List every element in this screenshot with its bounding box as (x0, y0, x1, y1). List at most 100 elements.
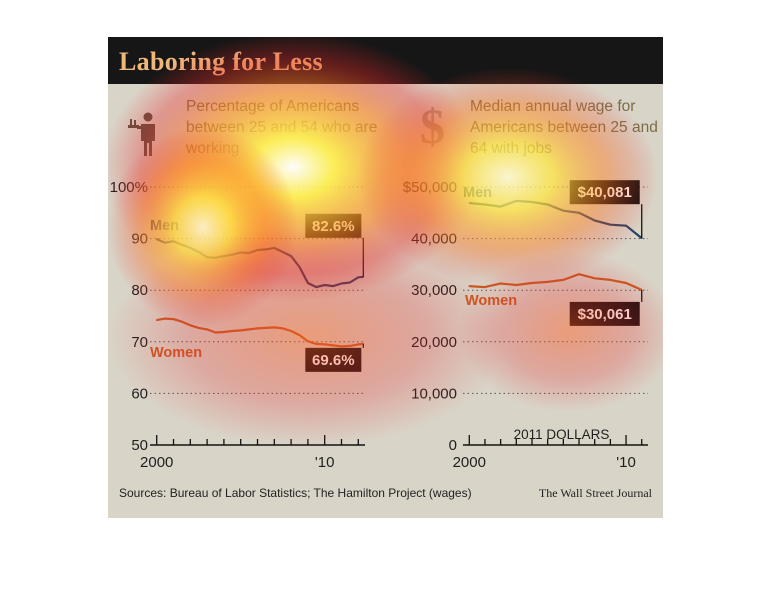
credit-line: The Wall Street Journal (538, 486, 652, 500)
data-point-men (515, 200, 518, 202)
data-point-men (223, 255, 225, 257)
data-point-women (562, 279, 565, 281)
data-point-men (468, 202, 471, 204)
data-point-women (223, 331, 225, 333)
data-point-women (307, 340, 309, 343)
data-point-men (281, 251, 284, 253)
data-point-men (340, 282, 343, 285)
data-point-men (332, 285, 334, 287)
data-point-men (323, 284, 326, 286)
data-point-men (593, 219, 596, 222)
data-point-women (248, 328, 250, 331)
data-point-men (189, 247, 192, 249)
data-point-men (214, 256, 217, 259)
data-point-women (172, 318, 175, 320)
callout-value-women: $30,061 (578, 306, 632, 323)
data-point-women (281, 327, 284, 330)
data-point-men (484, 203, 486, 206)
data-point-women (265, 327, 267, 329)
data-point-women (357, 343, 360, 346)
data-point-women (625, 282, 627, 284)
data-point-women (256, 327, 259, 330)
data-point-men (172, 240, 175, 242)
data-point-women (214, 331, 217, 334)
data-point-women (349, 345, 351, 347)
series-line-men (469, 199, 643, 240)
data-point-women (273, 326, 276, 329)
data-point-men (625, 224, 627, 227)
data-point-women (189, 324, 192, 327)
data-point-men (181, 243, 183, 246)
data-point-women (290, 330, 292, 332)
x-tick-label: '10 (616, 454, 636, 471)
data-point-women (332, 344, 334, 347)
data-point-men (155, 238, 158, 240)
y-tick-label: 0 (449, 437, 457, 454)
data-point-women (499, 282, 502, 285)
data-point-women (298, 334, 301, 336)
y-tick-label: 80 (131, 282, 148, 299)
data-point-women (593, 277, 596, 280)
x-tick-label: 2000 (453, 454, 486, 471)
series-line-women (469, 273, 643, 291)
series-line-men (156, 238, 364, 289)
data-point-men (578, 212, 580, 214)
data-point-women (206, 328, 208, 331)
data-point-men (273, 247, 276, 249)
data-point-men (265, 248, 267, 251)
y-tick-label: 70 (131, 334, 148, 351)
y-tick-label: 50 (131, 437, 148, 454)
y-tick-label: 60 (131, 385, 148, 402)
data-point-men (239, 251, 242, 254)
data-point-men (206, 256, 208, 258)
data-point-women (484, 286, 486, 288)
data-point-women (231, 330, 234, 332)
infographic: Laboring for Less Percentage of American… (108, 37, 663, 518)
data-point-women (515, 284, 518, 286)
data-point-women (578, 273, 580, 276)
employment-rate-chart: 50 60 70 80 90 100% 2000 '10 Men 82.6% Women 69.6% (110, 179, 365, 471)
data-point-women (609, 279, 612, 281)
data-point-men (357, 276, 360, 279)
series-label-men: Men (150, 218, 179, 234)
source-note: Sources: Bureau of Labor Statistics; The… (119, 486, 472, 500)
y-tick-label: 30,000 (411, 282, 457, 299)
data-point-men (609, 223, 612, 226)
data-point-women (546, 281, 549, 283)
data-point-women (164, 317, 166, 320)
data-point-men (349, 281, 351, 284)
data-point-men (315, 286, 318, 288)
median-wage-chart: 0 10,000 20,000 30,000 40,000 $50,000 2000 '10 2… (403, 179, 648, 471)
data-point-men (499, 205, 502, 208)
data-point-men (197, 251, 200, 253)
series-label-men: Men (463, 185, 492, 201)
data-point-men (562, 209, 565, 212)
y-axis-unit-label: 2011 DOLLARS (514, 427, 610, 442)
y-tick-label: 20,000 (411, 334, 457, 351)
data-point-women (340, 345, 343, 348)
series-label-women: Women (465, 293, 517, 309)
data-point-women (315, 343, 318, 345)
data-point-men (307, 282, 309, 284)
data-point-women (468, 285, 471, 287)
callout-value-women: 69.6% (312, 352, 355, 369)
data-point-men (290, 255, 292, 257)
y-tick-label: $50,000 (403, 179, 457, 196)
y-tick-label: 40,000 (411, 231, 457, 248)
data-point-women (181, 320, 183, 323)
data-point-men (546, 203, 549, 206)
data-point-women (323, 343, 326, 346)
data-point-men (248, 252, 250, 254)
series-label-women: Women (150, 345, 202, 361)
data-point-women (155, 319, 158, 321)
x-tick-label: '10 (315, 454, 335, 471)
y-tick-label: 90 (131, 231, 148, 248)
y-tick-label: 100% (110, 179, 148, 196)
series-line-women (156, 317, 364, 348)
data-point-women (197, 327, 200, 329)
data-point-men (231, 253, 234, 256)
data-point-women (239, 329, 242, 332)
data-point-women (531, 282, 533, 284)
data-point-men (298, 266, 301, 268)
